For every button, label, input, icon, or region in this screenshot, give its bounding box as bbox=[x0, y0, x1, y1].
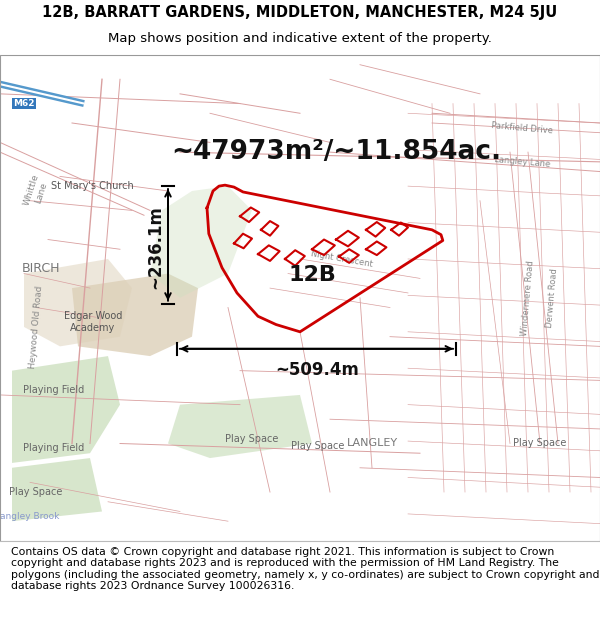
Text: M62: M62 bbox=[13, 99, 35, 108]
Polygon shape bbox=[150, 186, 252, 298]
Polygon shape bbox=[24, 259, 132, 346]
Text: ~236.1m: ~236.1m bbox=[146, 205, 164, 289]
Text: ~47973m²/~11.854ac.: ~47973m²/~11.854ac. bbox=[171, 139, 501, 165]
Polygon shape bbox=[72, 274, 198, 356]
Text: BIRCH: BIRCH bbox=[22, 262, 60, 275]
Text: Langley Lane: Langley Lane bbox=[494, 155, 550, 169]
Text: Heywood Old Road: Heywood Old Road bbox=[28, 285, 44, 369]
Text: Night Crescent: Night Crescent bbox=[310, 249, 374, 269]
Text: Langley Brook: Langley Brook bbox=[0, 512, 59, 521]
Polygon shape bbox=[12, 356, 120, 463]
Text: Edgar Wood
Academy: Edgar Wood Academy bbox=[64, 311, 122, 333]
Text: Playing Field: Playing Field bbox=[23, 443, 85, 453]
Text: Play Space: Play Space bbox=[514, 439, 566, 449]
Text: Parkfield Drive: Parkfield Drive bbox=[491, 121, 553, 135]
Text: Derwent Road: Derwent Road bbox=[545, 268, 559, 328]
Text: Playing Field: Playing Field bbox=[23, 385, 85, 395]
Text: Map shows position and indicative extent of the property.: Map shows position and indicative extent… bbox=[108, 32, 492, 45]
Text: Play Space: Play Space bbox=[10, 487, 62, 497]
Text: Play Space: Play Space bbox=[226, 434, 278, 444]
Text: ~509.4m: ~509.4m bbox=[275, 361, 359, 379]
Text: 12B, BARRATT GARDENS, MIDDLETON, MANCHESTER, M24 5JU: 12B, BARRATT GARDENS, MIDDLETON, MANCHES… bbox=[43, 4, 557, 19]
Text: Windermere Road: Windermere Road bbox=[520, 260, 536, 336]
Text: St Mary's Church: St Mary's Church bbox=[51, 181, 134, 191]
Polygon shape bbox=[168, 395, 312, 458]
Text: LANGLEY: LANGLEY bbox=[346, 439, 398, 449]
Polygon shape bbox=[12, 458, 102, 521]
Text: Play Space: Play Space bbox=[292, 441, 344, 451]
Text: Whittle
Lane: Whittle Lane bbox=[22, 173, 50, 209]
Text: Contains OS data © Crown copyright and database right 2021. This information is : Contains OS data © Crown copyright and d… bbox=[11, 546, 599, 591]
Text: 12B: 12B bbox=[288, 264, 336, 284]
